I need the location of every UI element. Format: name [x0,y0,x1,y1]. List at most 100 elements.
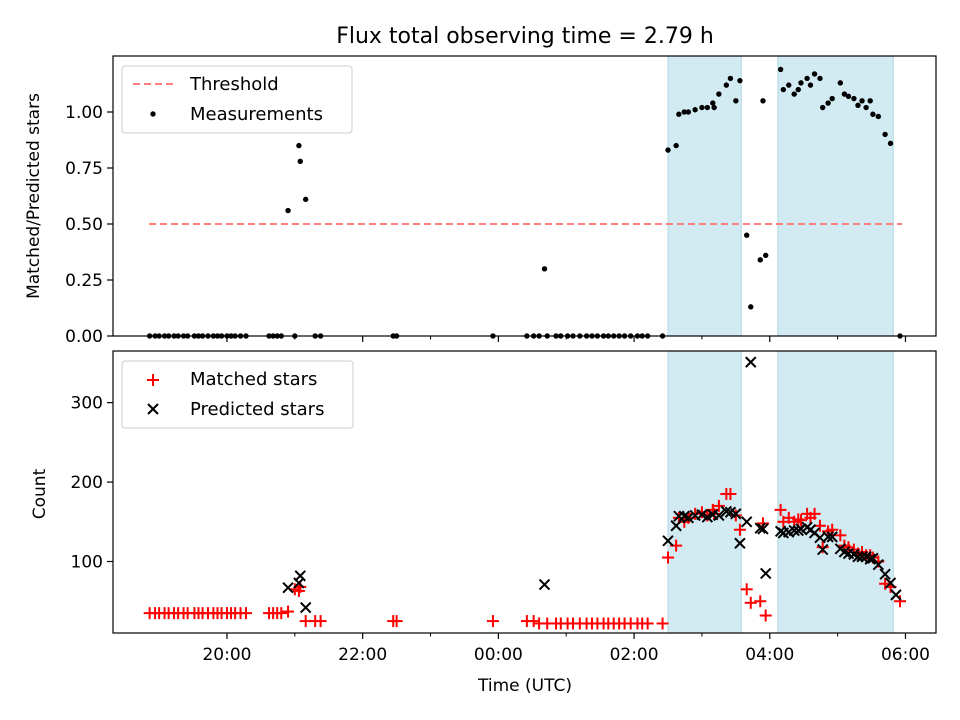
predicted-star-point [299,601,312,614]
predicted-star-point [713,509,725,522]
measurement-point [312,333,318,339]
measurement-point [165,333,172,339]
measurement-point [807,82,814,88]
measurement-point [685,109,692,115]
measurement-point [490,333,496,339]
measurement-point [795,86,801,93]
measurement-point [817,75,823,82]
matched-star-point [712,499,725,512]
measurement-point [583,333,590,339]
top-x-ticks [226,336,907,342]
measurement-point [875,113,882,120]
measurement-point [716,91,722,97]
x-tick-label: 02:00 [610,645,659,665]
measurement-point [634,333,641,339]
measurement-point [791,91,797,97]
predicted-star-point [282,582,294,594]
legend-measurements-label: Measurements [190,104,323,125]
predicted-star-point [759,567,772,580]
measurement-point [270,333,276,339]
measurement-point [317,333,324,339]
matched-star-point [756,517,769,530]
measurement-point [180,333,187,339]
matched-star-point [808,507,821,520]
matched-star-point [894,595,907,608]
measurement-point [870,111,876,117]
bottom-shaded-intervals [667,350,894,634]
predicted-star-point [816,543,829,556]
predicted-star-point [538,578,551,591]
predicted-star-point [884,577,897,589]
measurement-point [811,71,818,77]
measurement-point [544,333,550,339]
measurement-point [199,333,206,339]
measurement-point [627,333,634,339]
predicted-star-point [864,553,876,565]
measurement-point [804,75,810,82]
measurement-point [297,158,303,164]
measurement-point [710,100,716,106]
measurement-point [570,333,576,339]
measurement-point [296,142,302,149]
measurement-point [558,333,564,339]
x-tick-label: 04:00 [745,645,794,665]
top-y-ticks: 0.00 0.25 0.50 0.75 1.00 [65,103,113,347]
measurement-point [887,140,894,147]
measurement-point [611,333,617,339]
bottom-y-axis-label: Count [30,468,50,519]
matched-star-point [282,605,295,618]
predicted-star-point [734,537,746,549]
measurement-point [278,333,284,339]
predicted-star-point [890,589,902,601]
measurement-point [237,333,244,339]
legend-matched-swatch [147,374,159,386]
measurement-point [243,333,249,339]
measurement-point [152,333,158,339]
measurement-point [605,333,611,339]
bottom-legend-box [121,360,354,429]
measurement-points [146,66,903,339]
predicted-star-point [745,356,757,368]
measurement-point [639,333,645,339]
matched-star-point [834,529,847,542]
matched-star-point [656,617,669,630]
bottom-x-ticks: 20:00 22:00 00:00 02:00 04:00 06:00 [202,633,930,665]
predicted-star-point [879,568,891,580]
matched-star-point [813,519,826,532]
matched-star-point [314,615,327,628]
measurement-point [285,207,291,214]
measurement-point [744,232,750,238]
measurement-point [146,333,153,339]
measurement-point [541,266,548,272]
matched-star-point [733,523,746,536]
legend-measurement-swatch [150,111,156,117]
measurement-point [616,333,622,339]
measurement-point [594,333,601,339]
measurement-point [699,104,705,111]
measurement-point [676,111,682,117]
measurement-point [727,75,734,82]
measurement-point [184,333,191,339]
matched-star-point [641,617,654,630]
measurement-point [855,102,861,108]
predicted-star-point [682,512,695,524]
measurement-point [692,107,698,113]
x-tick-label: 20:00 [202,645,251,665]
measurement-point [210,333,217,339]
x-tick-label: 22:00 [338,645,387,665]
measurement-point [825,100,831,106]
measurement-point [644,333,651,339]
measurement-point [733,98,739,104]
legend-predicted-label: Predicted stars [190,399,324,420]
matched-star-point [390,615,403,628]
measurement-point [819,104,826,111]
measurement-point [777,66,784,73]
matched-star-point [774,503,787,516]
y-tick-label: 0.50 [65,215,103,235]
predicted-star-point [740,516,753,528]
measurement-point [882,131,888,138]
measurement-point [553,333,559,339]
top-shaded-intervals [667,55,894,337]
bottom-plot-frame [112,350,937,634]
